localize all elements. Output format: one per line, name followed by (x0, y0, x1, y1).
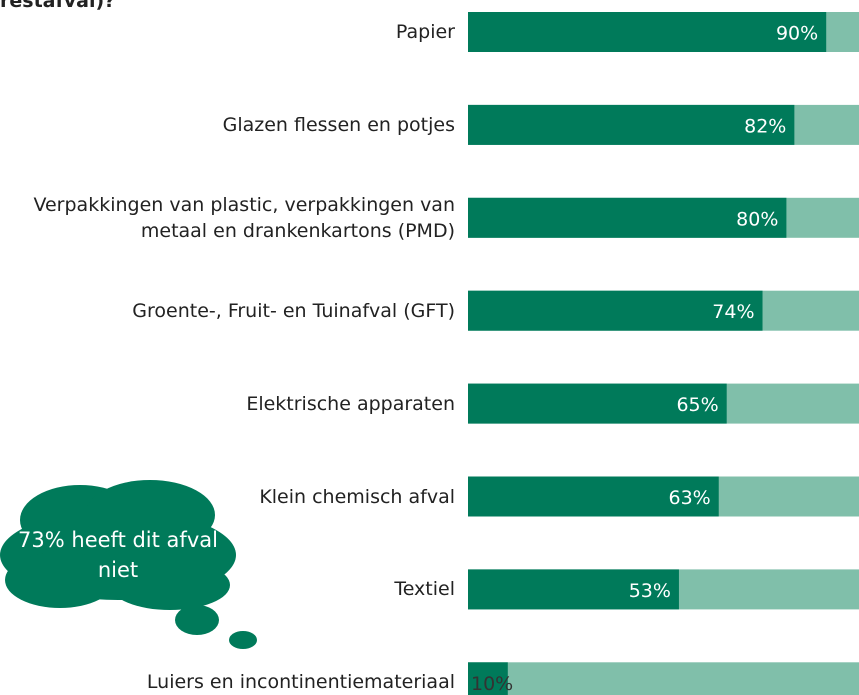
category-label: Glazen flessen en potjes (25, 112, 455, 138)
category-label: Luiers en incontinentiemateriaal (25, 669, 455, 695)
category-label: Textiel (25, 576, 455, 602)
value-label: 63% (669, 487, 711, 509)
value-label: 82% (744, 115, 786, 137)
chart-title: restafval)? (0, 0, 115, 12)
category-label: Papier (25, 19, 455, 45)
category-label: Klein chemisch afval (25, 484, 455, 510)
value-label: 80% (736, 208, 778, 230)
category-label: Verpakkingen van plastic, verpakkingen v… (25, 192, 455, 244)
category-label: Elektrische apparaten (25, 391, 455, 417)
bar-background (468, 662, 859, 695)
value-label: 90% (776, 23, 818, 45)
value-label: 10% (471, 673, 513, 695)
category-label: Groente-, Fruit- en Tuinafval (GFT) (25, 298, 455, 324)
value-label: 74% (712, 301, 754, 323)
value-label: 65% (676, 394, 718, 416)
value-label: 53% (629, 580, 671, 602)
chart: 90%82%80%74%65%63%53%10% restafval)? 73%… (0, 0, 859, 695)
bar (468, 12, 826, 52)
